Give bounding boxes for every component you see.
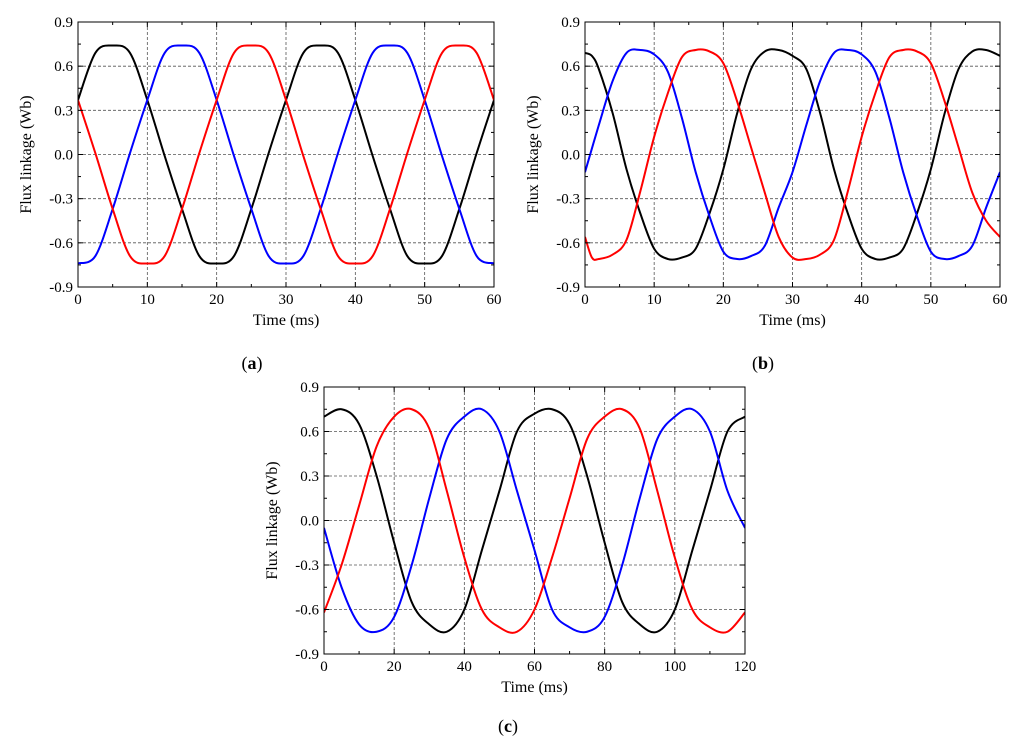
series-line-3 (585, 48, 1000, 261)
x-tick-label: 0 (581, 292, 589, 308)
x-tick-label: 10 (140, 292, 155, 308)
series-group (585, 48, 1000, 261)
grid-lines (78, 22, 494, 287)
y-tick-label: -0.6 (295, 603, 319, 619)
panel-label: (b) (752, 353, 774, 374)
chart-panel-a: 0 10 20 30 40 50 60 -0.9 -0.6 -0.3 0.0 0.3 0.6 0.9 Tim… (18, 15, 502, 374)
y-tick-label: 0.0 (54, 148, 73, 164)
x-tick-label: 40 (457, 659, 472, 675)
y-tick-label: 0.6 (561, 59, 580, 75)
x-tick-label: 100 (664, 659, 687, 675)
x-axis-title: Time (ms) (501, 679, 568, 696)
y-tick-label: -0.3 (556, 192, 580, 208)
x-axis-title: Time (ms) (759, 312, 826, 329)
y-tick-label: 0.3 (561, 103, 580, 119)
x-tick-label: 0 (74, 292, 82, 308)
series-line-3 (78, 44, 494, 265)
panel-label: (a) (242, 353, 263, 374)
y-tick-label: -0.6 (556, 236, 580, 252)
chart-panel-c: 0 20 40 60 80 100 120 -0.9 -0.6 -0.3 0.0 0.3 0.6 0.9 T… (264, 380, 756, 737)
y-tick-label: 0.6 (54, 59, 73, 75)
x-tick-label: 50 (417, 292, 432, 308)
x-tick-label: 20 (209, 292, 224, 308)
y-tick-label: 0.9 (54, 15, 73, 31)
y-axis-title: Flux linkage (Wb) (18, 95, 35, 213)
series-line-2 (324, 407, 745, 634)
series-group (324, 407, 745, 634)
x-tick-label: 0 (320, 659, 328, 675)
panel-label-letter: c (504, 716, 512, 736)
y-tick-label: -0.3 (49, 192, 73, 208)
panel-label: (c) (498, 716, 518, 737)
y-tick-label: 0.9 (300, 380, 319, 396)
x-tick-label: 120 (734, 659, 757, 675)
panel-label-letter: b (758, 353, 768, 373)
series-line-1 (585, 48, 1000, 261)
series-line-2 (585, 48, 1000, 261)
y-tick-label: 0.0 (300, 514, 319, 530)
x-tick-label: 50 (923, 292, 938, 308)
x-tick-label: 20 (716, 292, 731, 308)
y-tick-label: -0.9 (556, 280, 580, 296)
y-tick-label: 0.9 (561, 15, 580, 31)
y-tick-label: -0.3 (295, 558, 319, 574)
x-tick-label: 40 (854, 292, 869, 308)
y-tick-label: 0.0 (561, 148, 580, 164)
chart-panel-b: 0 10 20 30 40 50 60 -0.9 -0.6 -0.3 0.0 0.3 0.6 0.9 Tim… (525, 15, 1008, 374)
x-axis-title: Time (ms) (253, 312, 320, 329)
y-axis-title: Flux linkage (Wb) (264, 461, 281, 579)
y-tick-label: 0.3 (54, 103, 73, 119)
series-line-3 (324, 407, 745, 634)
x-tick-label: 60 (993, 292, 1008, 308)
x-tick-label: 80 (597, 659, 612, 675)
panel-label-letter: a (248, 353, 257, 373)
x-tick-label: 30 (279, 292, 294, 308)
x-tick-label: 40 (348, 292, 363, 308)
series-line-1 (324, 407, 745, 634)
x-tick-label: 10 (647, 292, 662, 308)
y-tick-label: -0.6 (49, 236, 73, 252)
y-axis-title: Flux linkage (Wb) (525, 95, 542, 213)
x-tick-label: 30 (785, 292, 800, 308)
y-tick-label: -0.9 (295, 647, 319, 663)
x-tick-label: 60 (527, 659, 542, 675)
grid-lines (585, 22, 1000, 287)
y-tick-label: 0.6 (300, 425, 319, 441)
series-group (78, 44, 494, 265)
x-tick-label: 20 (387, 659, 402, 675)
x-tick-label: 60 (487, 292, 502, 308)
y-tick-label: 0.3 (300, 469, 319, 485)
y-tick-label: -0.9 (49, 280, 73, 296)
